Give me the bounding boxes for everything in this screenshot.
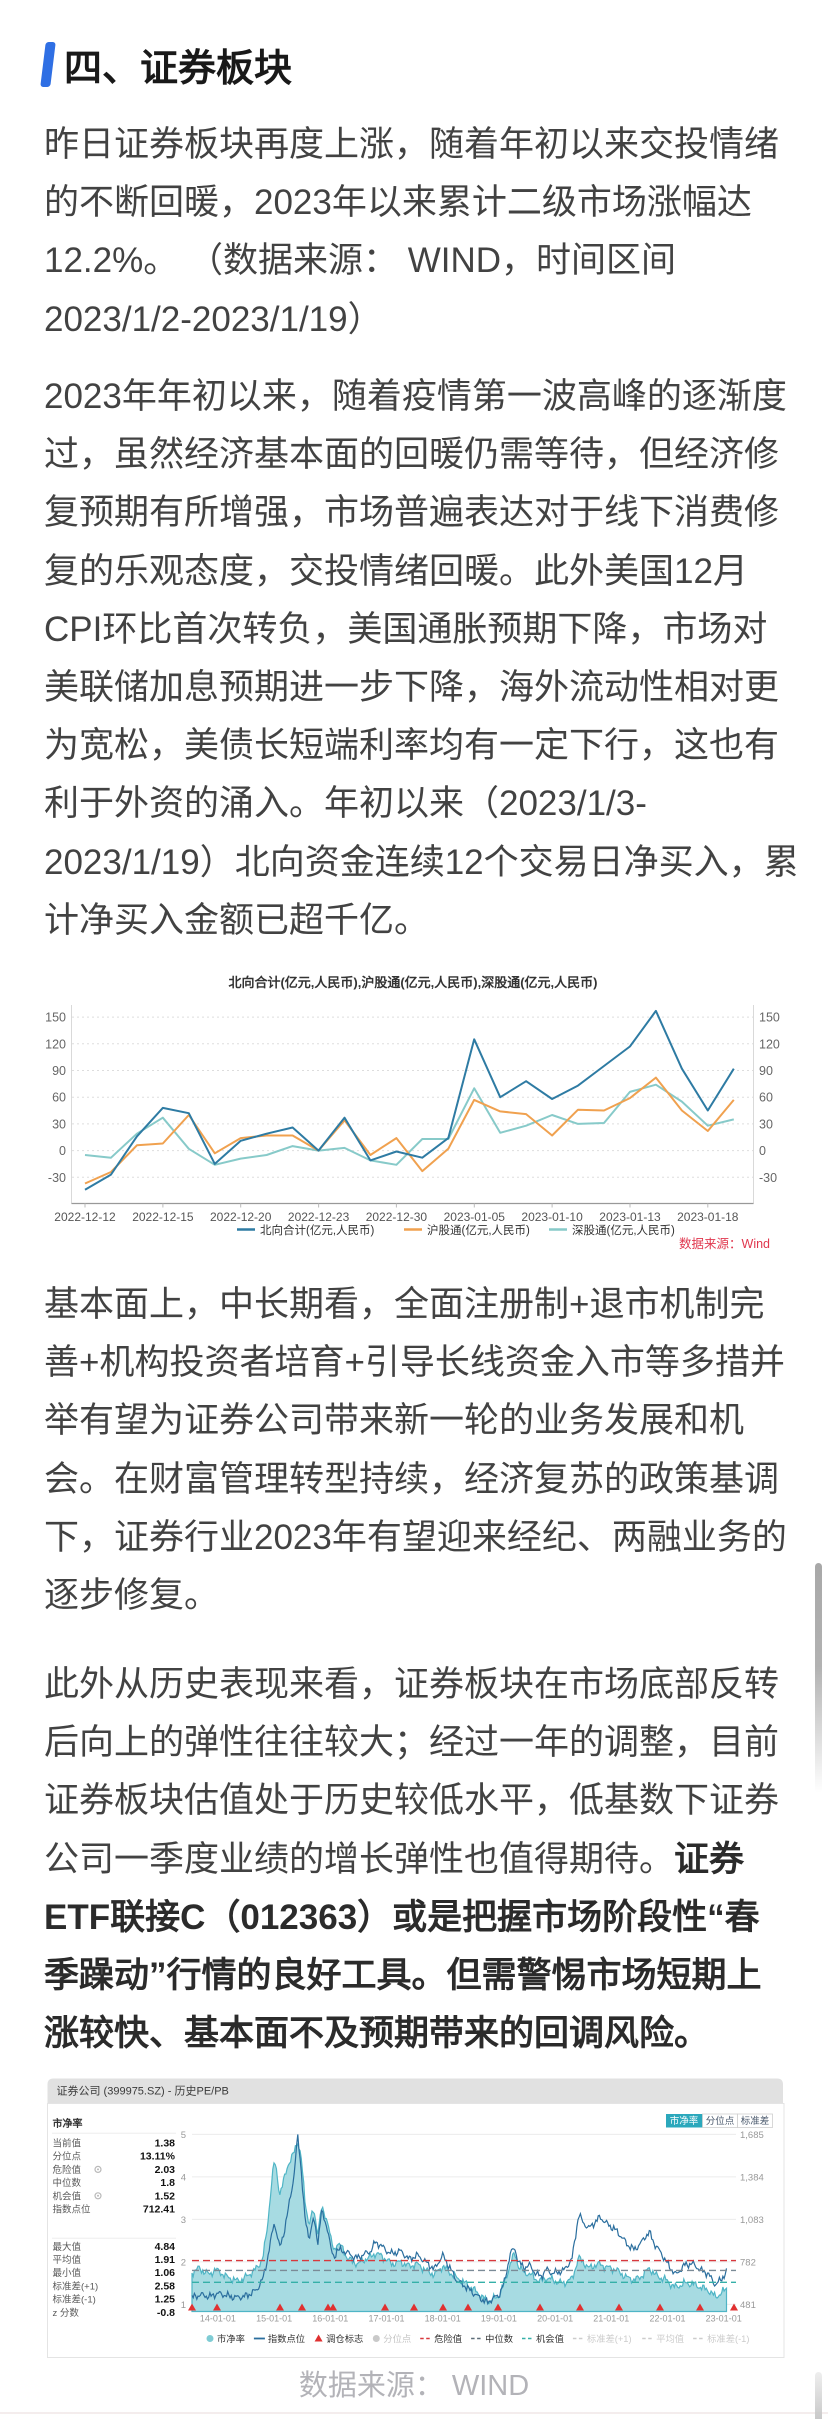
svg-text:14-01-01: 14-01-01 bbox=[200, 2314, 236, 2324]
svg-text:当前值: 当前值 bbox=[53, 2138, 82, 2150]
svg-text:分位点: 分位点 bbox=[53, 2151, 82, 2163]
svg-text:1.38: 1.38 bbox=[155, 2138, 176, 2150]
svg-text:2: 2 bbox=[181, 2257, 186, 2268]
svg-text:2023-01-05: 2023-01-05 bbox=[444, 1210, 506, 1224]
svg-text:1: 1 bbox=[181, 2300, 186, 2311]
svg-text:沪股通(亿元,人民币): 沪股通(亿元,人民币) bbox=[427, 1223, 530, 1237]
svg-text:90: 90 bbox=[52, 1064, 66, 1078]
svg-text:1,083: 1,083 bbox=[740, 2215, 764, 2226]
svg-text:市净率: 市净率 bbox=[217, 2333, 245, 2344]
svg-text:-30: -30 bbox=[759, 1171, 777, 1185]
svg-text:2023-01-13: 2023-01-13 bbox=[599, 1210, 661, 1224]
svg-text:0: 0 bbox=[59, 1144, 66, 1158]
svg-text:2.03: 2.03 bbox=[155, 2164, 176, 2176]
svg-text:19-01-01: 19-01-01 bbox=[481, 2314, 517, 2324]
svg-text:2022-12-23: 2022-12-23 bbox=[288, 1210, 350, 1224]
svg-text:z 分数: z 分数 bbox=[53, 2307, 80, 2319]
svg-text:120: 120 bbox=[759, 1037, 780, 1051]
svg-text:最大值: 最大值 bbox=[53, 2241, 82, 2253]
svg-text:13.11%: 13.11% bbox=[140, 2151, 176, 2163]
svg-text:-30: -30 bbox=[48, 1171, 66, 1185]
svg-text:120: 120 bbox=[45, 1037, 66, 1051]
svg-text:中位数: 中位数 bbox=[53, 2177, 82, 2189]
svg-text:30: 30 bbox=[759, 1117, 773, 1131]
svg-text:5: 5 bbox=[181, 2130, 186, 2141]
svg-text:数据来源：Wind: 数据来源：Wind bbox=[679, 1236, 770, 1251]
svg-text:15-01-01: 15-01-01 bbox=[256, 2314, 292, 2324]
svg-text:3: 3 bbox=[181, 2215, 186, 2226]
svg-text:1,685: 1,685 bbox=[740, 2130, 764, 2141]
svg-text:指数点位: 指数点位 bbox=[53, 2204, 92, 2216]
svg-text:-0.8: -0.8 bbox=[157, 2307, 175, 2319]
svg-text:4: 4 bbox=[181, 2172, 186, 2183]
svg-text:危险值: 危险值 bbox=[434, 2333, 462, 2344]
svg-text:机会值: 机会值 bbox=[53, 2190, 82, 2202]
svg-text:北向合计(亿元,人民币),沪股通(亿元,人民币),深股通(亿: 北向合计(亿元,人民币),沪股通(亿元,人民币),深股通(亿元,人民币) bbox=[228, 975, 597, 990]
svg-text:标准差(+1): 标准差(+1) bbox=[53, 2280, 99, 2292]
svg-text:90: 90 bbox=[759, 1064, 773, 1078]
svg-text:1.91: 1.91 bbox=[155, 2254, 176, 2266]
svg-text:21-01-01: 21-01-01 bbox=[593, 2314, 629, 2324]
svg-text:标准差(+1): 标准差(+1) bbox=[587, 2333, 632, 2344]
svg-text:2023-01-18: 2023-01-18 bbox=[677, 1210, 739, 1224]
svg-text:2023-01-10: 2023-01-10 bbox=[521, 1210, 583, 1224]
svg-text:平均值: 平均值 bbox=[656, 2333, 684, 2344]
svg-text:证券公司 (399975.SZ) - 历史PE/PB: 证券公司 (399975.SZ) - 历史PE/PB bbox=[57, 2084, 229, 2098]
svg-text:60: 60 bbox=[759, 1091, 773, 1105]
svg-text:2022-12-30: 2022-12-30 bbox=[366, 1210, 428, 1224]
svg-text:危险值: 危险值 bbox=[53, 2164, 82, 2176]
svg-text:深股通(亿元,人民币): 深股通(亿元,人民币) bbox=[572, 1223, 675, 1237]
svg-text:23-01-01: 23-01-01 bbox=[706, 2314, 742, 2324]
svg-text:22-01-01: 22-01-01 bbox=[649, 2314, 685, 2324]
svg-text:18-01-01: 18-01-01 bbox=[425, 2314, 461, 2324]
svg-text:2022-12-20: 2022-12-20 bbox=[210, 1210, 272, 1224]
svg-text:标准差(-1): 标准差(-1) bbox=[707, 2333, 749, 2344]
svg-text:2022-12-12: 2022-12-12 bbox=[54, 1210, 116, 1224]
svg-text:481: 481 bbox=[740, 2300, 756, 2311]
svg-text:16-01-01: 16-01-01 bbox=[312, 2314, 348, 2324]
svg-text:17-01-01: 17-01-01 bbox=[368, 2314, 404, 2324]
svg-text:20-01-01: 20-01-01 bbox=[537, 2314, 573, 2324]
svg-text:北向合计(亿元,人民币): 北向合计(亿元,人民币) bbox=[260, 1223, 375, 1237]
svg-text:1.8: 1.8 bbox=[160, 2177, 175, 2189]
svg-text:4.84: 4.84 bbox=[155, 2241, 176, 2253]
svg-text:市净率: 市净率 bbox=[670, 2115, 699, 2127]
svg-text:机会值: 机会值 bbox=[536, 2333, 564, 2344]
svg-text:中位数: 中位数 bbox=[485, 2333, 514, 2344]
svg-text:1.25: 1.25 bbox=[155, 2294, 176, 2306]
svg-text:150: 150 bbox=[45, 1011, 66, 1025]
svg-text:标准差: 标准差 bbox=[741, 2115, 770, 2127]
svg-text:平均值: 平均值 bbox=[53, 2254, 82, 2266]
svg-text:150: 150 bbox=[759, 1011, 780, 1025]
svg-text:2.58: 2.58 bbox=[155, 2280, 176, 2292]
svg-text:0: 0 bbox=[759, 1144, 766, 1158]
svg-text:指数点位: 指数点位 bbox=[268, 2333, 305, 2344]
svg-text:1,384: 1,384 bbox=[740, 2172, 764, 2183]
svg-text:分位点: 分位点 bbox=[706, 2115, 735, 2127]
svg-text:712.41: 712.41 bbox=[143, 2204, 175, 2216]
svg-text:分位点: 分位点 bbox=[383, 2333, 411, 2344]
svg-text:1.52: 1.52 bbox=[155, 2190, 176, 2202]
svg-text:782: 782 bbox=[740, 2257, 756, 2268]
svg-text:市净率: 市净率 bbox=[53, 2117, 83, 2130]
svg-text:1.06: 1.06 bbox=[155, 2267, 176, 2279]
svg-text:30: 30 bbox=[52, 1117, 66, 1131]
svg-text:标准差(-1): 标准差(-1) bbox=[53, 2294, 96, 2306]
svg-text:2022-12-15: 2022-12-15 bbox=[132, 1210, 194, 1224]
svg-text:调仓标志: 调仓标志 bbox=[326, 2333, 363, 2344]
svg-text:最小值: 最小值 bbox=[53, 2267, 82, 2279]
svg-text:60: 60 bbox=[52, 1091, 66, 1105]
